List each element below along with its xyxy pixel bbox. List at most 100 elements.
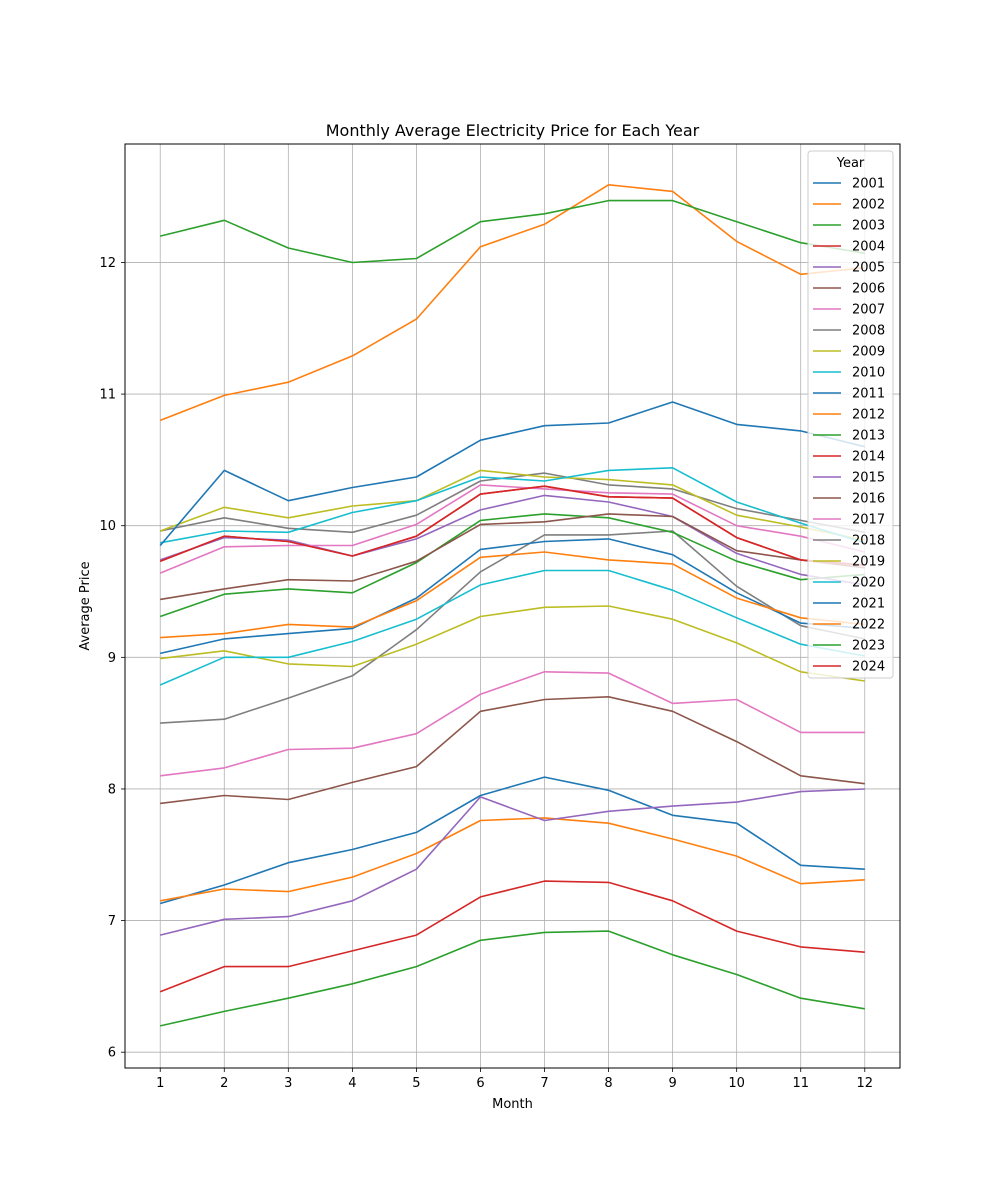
series-line-2005	[160, 788, 865, 936]
grid-lines	[125, 144, 900, 1068]
y-tick-label: 10	[99, 519, 116, 534]
series-line-2013	[159, 513, 865, 618]
plot-frame	[124, 143, 901, 1069]
legend-item-2015: 2015	[813, 471, 885, 486]
series-line-2015	[159, 494, 865, 586]
y-tick-label: 12	[99, 256, 116, 271]
series-line-2008	[160, 530, 865, 724]
x-tick-label: 5	[412, 1076, 420, 1091]
legend-label: 2021	[852, 597, 885, 612]
legend-label: 2004	[852, 240, 885, 255]
series-line-2006	[160, 695, 865, 805]
legend-label: 2014	[852, 450, 885, 465]
legend-label: 2017	[852, 513, 885, 528]
legend-label: 2002	[852, 198, 885, 213]
legend-item-2005: 2005	[813, 261, 885, 276]
legend-item-2010: 2010	[813, 366, 885, 381]
legend-item-2021: 2021	[813, 597, 885, 612]
series-line-2023	[160, 199, 865, 264]
legend-item-2024: 2024	[813, 660, 885, 675]
legend-item-2007: 2007	[813, 303, 885, 318]
series-line-2020	[160, 466, 866, 544]
legend-title: Year	[836, 156, 865, 171]
y-tick-label: 6	[108, 1046, 116, 1061]
legend-item-2006: 2006	[813, 282, 885, 297]
legend-item-2016: 2016	[813, 492, 885, 507]
legend-label: 2011	[852, 387, 885, 402]
series-line-2021	[159, 401, 865, 547]
legend-item-2004: 2004	[813, 240, 885, 255]
series-line-2016	[160, 513, 865, 601]
series-line-2017	[159, 484, 865, 574]
series-line-2022	[159, 184, 865, 422]
x-tick-label: 4	[348, 1076, 356, 1091]
legend-label: 2020	[852, 576, 885, 591]
x-tick-label: 2	[220, 1076, 228, 1091]
legend-item-2020: 2020	[813, 576, 885, 591]
y-tick-label: 7	[108, 914, 116, 929]
legend-item-2008: 2008	[813, 324, 885, 339]
legend-label: 2018	[852, 534, 885, 549]
legend-item-2009: 2009	[813, 345, 885, 360]
legend-label: 2007	[852, 303, 885, 318]
legend-label: 2001	[852, 177, 885, 192]
legend-label: 2005	[852, 261, 885, 276]
legend-label: 2012	[852, 408, 885, 423]
legend-label: 2019	[852, 555, 885, 570]
series-line-2011	[160, 538, 865, 655]
legend-item-2019: 2019	[813, 555, 885, 570]
series-line-2019	[159, 469, 865, 541]
legend-box	[807, 150, 894, 679]
legend-item-2002: 2002	[813, 198, 885, 213]
legend-label: 2008	[852, 324, 885, 339]
x-tick-label: 1	[156, 1076, 164, 1091]
x-tick-label: 10	[728, 1076, 745, 1091]
x-tick-label: 3	[284, 1076, 292, 1091]
x-tick-label: 12	[856, 1076, 873, 1091]
series-line-2001	[159, 776, 865, 905]
series-line-2009	[160, 605, 865, 682]
series-line-2012	[160, 551, 865, 639]
legend-item-2018: 2018	[813, 534, 885, 549]
legend-item-2013: 2013	[813, 429, 885, 444]
legend-label: 2006	[852, 282, 885, 297]
legend-label: 2010	[852, 366, 885, 381]
legend-label: 2013	[852, 429, 885, 444]
x-tick-label: 7	[540, 1076, 548, 1091]
y-tick-label: 8	[108, 782, 116, 797]
legend-item-2012: 2012	[813, 408, 885, 423]
x-tick-label: 9	[668, 1076, 676, 1091]
x-tick-label: 8	[604, 1076, 612, 1091]
legend-item-2023: 2023	[813, 639, 885, 654]
legend-label: 2022	[852, 618, 885, 633]
chart-title: Monthly Average Electricity Price for Ea…	[326, 121, 700, 140]
legend-label: 2015	[852, 471, 885, 486]
x-tick-label: 11	[792, 1076, 809, 1091]
legend: Year 2001 2002 2003 2004 2005 2006 2007 2008 200…	[807, 150, 894, 679]
legend-item-2017: 2017	[813, 513, 885, 528]
y-tick-label: 9	[108, 651, 116, 666]
legend-item-2022: 2022	[813, 618, 885, 633]
series-line-2018	[160, 472, 865, 534]
x-axis-title: Month	[492, 1097, 533, 1112]
legend-label: 2023	[852, 639, 885, 654]
y-axis-title: Average Price	[78, 561, 93, 650]
series-line-2004	[159, 880, 865, 993]
series-line-2002	[160, 817, 865, 902]
legend-item-2001: 2001	[813, 177, 885, 192]
series-line-2024	[159, 485, 865, 566]
legend-label: 2016	[852, 492, 885, 507]
series-line-2003	[160, 930, 865, 1027]
series-line-2007	[160, 670, 865, 777]
series-line-2010	[159, 569, 865, 686]
legend-item-2011: 2011	[813, 387, 885, 402]
series-lines	[159, 184, 866, 1027]
legend-item-2014: 2014	[813, 450, 885, 465]
legend-label: 2009	[852, 345, 885, 360]
legend-label: 2024	[852, 660, 885, 675]
legend-label: 2003	[852, 219, 885, 234]
legend-item-2003: 2003	[813, 219, 885, 234]
x-tick-label: 6	[476, 1076, 484, 1091]
